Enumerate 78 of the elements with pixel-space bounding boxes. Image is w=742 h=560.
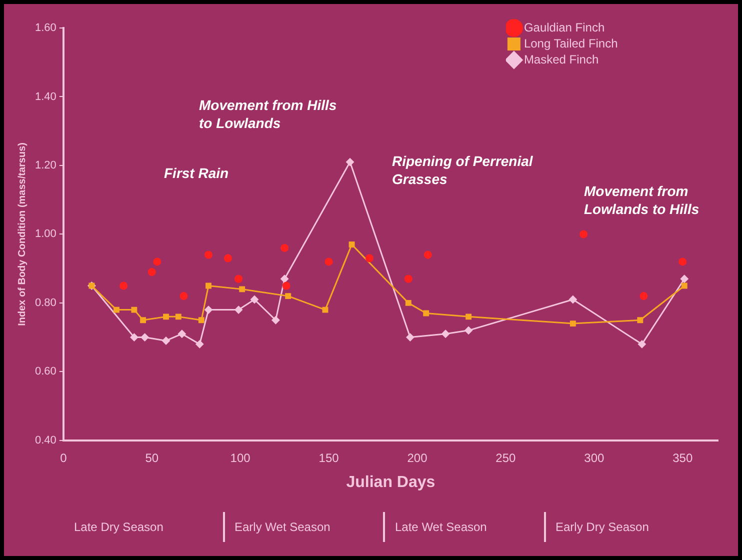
point [404, 274, 412, 283]
point [234, 306, 243, 314]
x-tick-label: 150 [318, 450, 340, 465]
point [140, 317, 146, 324]
point [466, 314, 472, 320]
y-tick-label: 0.60 [34, 366, 56, 378]
point [120, 282, 128, 290]
point [678, 258, 687, 266]
y-tick-label: 0.80 [34, 296, 56, 309]
point [424, 250, 432, 259]
x-tick-label: 250 [496, 450, 516, 465]
x-tick-label: 300 [584, 450, 604, 465]
y-tick-label: 1.00 [34, 228, 56, 240]
y-axis-title: Index of Body Condition (mass/tarsus) [16, 142, 28, 326]
point [175, 314, 182, 320]
point [464, 326, 473, 334]
point [204, 306, 212, 314]
annotation: Movement from Hills to Lowlands [199, 96, 337, 132]
point [198, 317, 204, 324]
y-tick-label: 1.40 [34, 90, 56, 103]
point [196, 340, 204, 348]
point [348, 242, 355, 248]
text: Late Wet Season [383, 512, 544, 542]
point [346, 158, 354, 166]
x-tick-label: 200 [407, 450, 428, 465]
point [148, 268, 156, 276]
point [234, 274, 243, 283]
annotation: First Rain [164, 164, 229, 182]
point [163, 314, 169, 320]
point [131, 306, 138, 313]
point [178, 330, 186, 338]
point [280, 244, 289, 252]
point [206, 282, 212, 289]
point [406, 333, 414, 342]
point [442, 330, 450, 338]
point [570, 320, 576, 327]
legend-label: Masked Finch [524, 52, 599, 66]
point [681, 282, 688, 289]
y-tick-label: 0.40 [34, 434, 56, 446]
y-tick-label: 1.20 [34, 160, 56, 172]
point [322, 306, 328, 313]
annotation: Movement from Lowlands to Hills [584, 182, 700, 218]
point [423, 310, 430, 316]
x-tick-label: 0 [60, 450, 68, 465]
point [224, 254, 232, 262]
point [638, 340, 646, 348]
point [204, 250, 212, 259]
x-tick-label: 350 [672, 450, 693, 465]
point [153, 258, 162, 266]
point [250, 295, 258, 304]
point [162, 336, 170, 345]
x-tick-label: 100 [230, 450, 251, 465]
x-axis-title: Julian Days [346, 474, 436, 491]
point [130, 333, 138, 342]
point [365, 254, 374, 262]
legend-label: Long Tailed Finch [524, 36, 618, 50]
point [324, 258, 333, 266]
y-tick-label: 1.60 [34, 22, 56, 34]
point [282, 282, 290, 290]
x-tick-label: 50 [145, 450, 159, 465]
point [180, 292, 188, 300]
point [637, 317, 644, 324]
point [272, 316, 280, 324]
point [280, 274, 289, 283]
point [285, 293, 292, 300]
point [114, 306, 120, 313]
legend-label: Gauldian Finch [524, 20, 605, 34]
point [640, 292, 648, 300]
point [568, 295, 577, 304]
annotation: Ripening of Perrenial Grasses [392, 152, 533, 188]
point [405, 300, 412, 306]
text: Late Dry Season [73, 519, 164, 536]
point [680, 274, 688, 283]
point [580, 230, 588, 238]
text: Early Wet Season [222, 512, 383, 542]
text: Early Dry Season [544, 512, 704, 542]
point [239, 286, 246, 292]
point [140, 333, 149, 342]
